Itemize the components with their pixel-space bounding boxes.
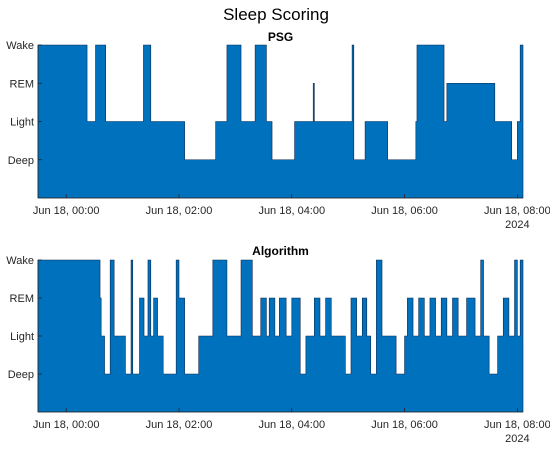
x-year-label: 2024 [505, 219, 529, 231]
hypnogram-area [37, 44, 524, 199]
y-tick-label: REM [10, 78, 34, 90]
y-tick-label: Light [10, 331, 34, 343]
x-tick-label: Jun 18, 04:00 [258, 419, 325, 431]
x-tick-label: Jun 18, 02:00 [146, 419, 213, 431]
x-tick-label: Jun 18, 08:00 [484, 419, 550, 431]
psg-panel: PSG Wake REM Light Deep Jun 18, 00:00 Jun 18, … [6, 30, 550, 231]
x-tick-label: Jun 18, 06:00 [371, 205, 438, 217]
x-tick-label: Jun 18, 00:00 [33, 419, 100, 431]
panel-title: PSG [268, 30, 293, 44]
x-tick-label: Jun 18, 04:00 [258, 205, 325, 217]
x-tick-label: Jun 18, 06:00 [371, 419, 438, 431]
y-tick-label: Wake [6, 255, 34, 267]
y-tick-label: REM [10, 293, 34, 305]
y-tick-label: Deep [8, 369, 34, 381]
y-tick-label: Light [10, 117, 34, 129]
x-tick-label: Jun 18, 02:00 [146, 205, 213, 217]
x-tick-label: Jun 18, 08:00 [484, 205, 550, 217]
x-tick-label: Jun 18, 00:00 [33, 205, 100, 217]
y-tick-label: Deep [8, 155, 34, 167]
algorithm-panel: Algorithm Wake REM Light Deep Jun 18, 00:00 Ju… [6, 244, 550, 445]
x-year-label: 2024 [505, 433, 529, 445]
y-tick-label: Wake [6, 40, 34, 52]
panel-title: Algorithm [252, 244, 309, 258]
hypnogram-area [37, 259, 524, 413]
figure-title: Sleep Scoring [223, 5, 329, 24]
